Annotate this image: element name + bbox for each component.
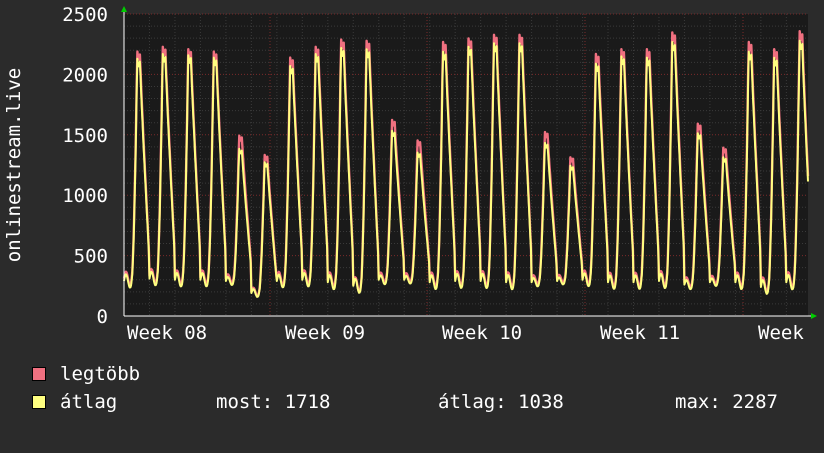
x-tick-label: Week 10 bbox=[442, 322, 522, 344]
x-tick-label: Week 11 bbox=[600, 322, 680, 344]
legend-max-label: legtöbb bbox=[60, 363, 141, 385]
legend-avg-label: átlag bbox=[60, 391, 118, 413]
stat-now: most: 1718 bbox=[216, 391, 331, 413]
y-tick-label: 1500 bbox=[62, 125, 108, 147]
x-tick-label: Week bbox=[758, 322, 804, 344]
avg-swatch bbox=[32, 395, 46, 409]
x-axis-arrow-icon bbox=[811, 313, 817, 319]
series-line-avg bbox=[123, 39, 809, 298]
chart: 0 500 1000 1500 2000 2500 Week 08 Week 09 Week 1… bbox=[3, 4, 817, 344]
y-tick-label: 2500 bbox=[62, 4, 108, 26]
stat-max: max: 2287 bbox=[675, 391, 778, 413]
legend-item-max: legtöbb bbox=[32, 364, 140, 384]
x-tick-label: Week 09 bbox=[285, 322, 365, 344]
y-tick-label: 1000 bbox=[62, 185, 108, 207]
y-tick-label: 2000 bbox=[62, 64, 108, 86]
stat-average: átlag: 1038 bbox=[438, 391, 564, 413]
y-tick-label: 0 bbox=[97, 306, 108, 328]
max-swatch bbox=[32, 367, 46, 381]
legend-item-avg: átlag bbox=[32, 392, 117, 412]
y-axis-label: onlinestream.live bbox=[3, 68, 25, 262]
y-axis-arrow-icon bbox=[121, 6, 127, 12]
y-tick-label: 500 bbox=[74, 246, 108, 268]
x-tick-label: Week 08 bbox=[127, 322, 207, 344]
